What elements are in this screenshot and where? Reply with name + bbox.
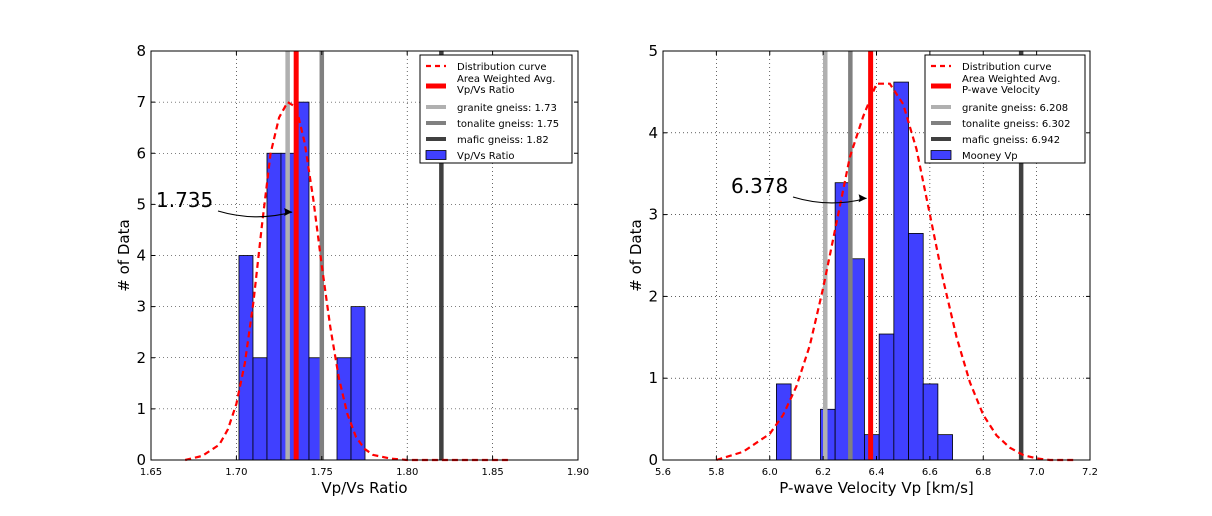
x-tick-label: 1.70 [225,467,247,478]
histogram-bar [252,357,268,461]
histogram-bar [937,434,953,461]
y-tick-label: 1 [136,400,146,418]
x-tick-label: 6.6 [922,467,938,478]
distribution-curve [184,100,510,462]
legend-swatch [425,150,447,160]
y-tick-label: 5 [648,42,658,60]
x-tick-label: 1.80 [396,467,418,478]
legend-label: Distribution curve [457,62,547,73]
x-tick-label: 6.8 [975,467,991,478]
legend-label: granite gneiss: 1.73 [457,103,557,114]
y-ticks: 0 1 2 3 4 5 6 7 8 [136,42,578,469]
x-tick-label: 1.85 [481,467,503,478]
x-tick-label: 6.2 [815,467,831,478]
histogram-bar [350,306,366,461]
y-tick-label: 1 [648,369,658,387]
legend-label: tonalite gneiss: 1.75 [457,119,559,130]
legend-label: mafic gneiss: 1.82 [457,135,549,146]
histogram-bar [908,233,924,461]
x-tick-label: 1.65 [140,467,162,478]
legend-label: granite gneiss: 6.208 [962,103,1068,114]
y-tick-label: 4 [136,247,146,265]
annotation-arrowhead [284,208,293,217]
legend-label: Vp/Vs Ratio [457,151,514,162]
legend-label: Distribution curve [962,62,1052,73]
y-tick-label: 3 [648,206,658,224]
legend-label: Area Weighted Avg. [457,74,555,85]
x-ticks: 5.6 5.8 6.0 6.2 6.4 6.6 6.8 7.0 7.2 [655,51,1098,478]
y-ticks: 0 1 2 3 4 5 [648,42,1090,469]
histogram-bar [820,408,836,461]
histogram-bar [834,182,851,461]
histogram-bars [238,101,366,461]
distribution-curve [716,82,1077,462]
x-axis-label: Vp/Vs Ratio [321,479,407,497]
x-axis-label: P-wave Velocity Vp [km/s] [779,479,974,497]
x-tick-label: 1.90 [567,467,589,478]
legend-label: tonalite gneiss: 6.302 [962,119,1071,130]
chart-2: 5.6 5.8 6.0 6.2 6.4 6.6 6.8 7.0 7.2 0 1 2 3 4 5 P-wave … [627,42,1098,497]
x-tick-label: 5.8 [708,467,724,478]
y-tick-label: 0 [648,451,658,469]
histogram-bar [893,81,909,461]
legend-label: P-wave Velocity [962,85,1040,96]
y-axis-label: # of Data [115,219,133,291]
chart-1: 1.65 1.70 1.75 1.80 1.85 1.90 0 1 2 3 4 5 6 7 8 Vp/Vs R… [115,42,589,497]
y-tick-label: 2 [648,287,658,305]
annotation-label: 1.735 [156,188,213,212]
y-tick-label: 3 [136,298,146,316]
x-tick-label: 7.0 [1029,467,1045,478]
annotation-arrow [792,196,867,204]
legend-label: Vp/Vs Ratio [457,85,514,96]
legend-swatch [930,150,952,160]
y-tick-label: 2 [136,349,146,367]
x-tick-label: 6.0 [762,467,778,478]
legend-label: Mooney Vp [962,151,1018,162]
annotation-arrowhead [858,194,867,203]
histogram-bar [922,383,939,461]
x-tick-label: 5.6 [655,467,671,478]
y-tick-label: 8 [136,42,146,60]
histogram-bar [336,357,352,461]
histogram-bar [878,333,895,461]
annotation-label: 6.378 [731,174,788,198]
legend-box [924,54,1086,164]
x-tick-label: 1.75 [311,467,333,478]
histogram-bar [238,255,254,461]
x-tick-label: 6.4 [869,467,885,478]
histogram-bar [266,152,282,461]
y-axis-label: # of Data [627,219,645,291]
legend-label: mafic gneiss: 6.942 [962,135,1060,146]
y-tick-label: 5 [136,195,146,213]
x-ticks: 1.65 1.70 1.75 1.80 1.85 1.90 [140,51,589,478]
legend-label: Area Weighted Avg. [962,74,1060,85]
y-tick-label: 4 [648,124,658,142]
x-tick-label: 7.2 [1082,467,1098,478]
y-tick-label: 6 [136,144,146,162]
y-tick-label: 7 [136,93,146,111]
y-tick-label: 0 [136,451,146,469]
